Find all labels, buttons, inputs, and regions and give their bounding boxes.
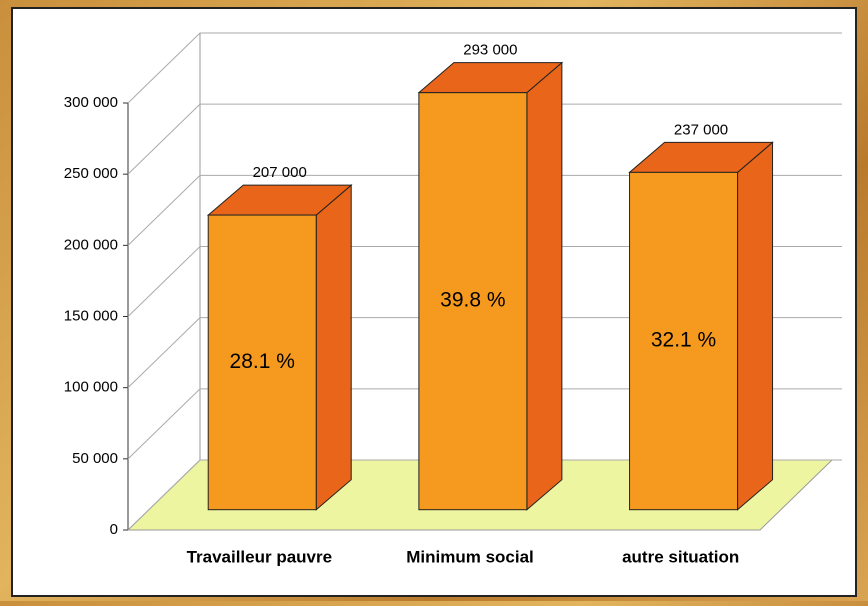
share-label: 28.1 %	[230, 350, 295, 373]
grid-line	[127, 459, 842, 531]
x-tick-label: autre situation	[622, 547, 739, 566]
x-tick-label: Travailleur pauvre	[187, 547, 333, 566]
y-tick-label: 200 000	[64, 236, 118, 253]
bar-side	[737, 141, 774, 511]
y-tick-label: 50 000	[72, 450, 118, 467]
share-label: 32.1 %	[651, 329, 716, 352]
grid-line	[127, 103, 842, 175]
x-tick-label: Minimum social	[406, 547, 534, 566]
grid-line	[127, 174, 842, 246]
y-tick-label: 150 000	[64, 307, 118, 324]
bar-side	[315, 183, 352, 511]
grid-line	[127, 388, 842, 460]
y-tick-label: 250 000	[64, 165, 118, 182]
y-tick-label: 0	[110, 521, 118, 538]
bar	[418, 92, 528, 511]
value-label: 293 000	[463, 42, 517, 59]
bar	[629, 171, 739, 511]
bar	[207, 214, 317, 511]
y-tick-label: 300 000	[64, 94, 118, 111]
grid-line	[127, 32, 842, 104]
y-tick-label: 100 000	[64, 379, 118, 396]
share-label: 39.8 %	[440, 289, 505, 312]
value-label: 237 000	[674, 121, 728, 138]
bar-side	[526, 61, 563, 511]
grid-line	[127, 317, 842, 389]
value-label: 207 000	[253, 164, 307, 181]
grid-line	[127, 246, 842, 317]
